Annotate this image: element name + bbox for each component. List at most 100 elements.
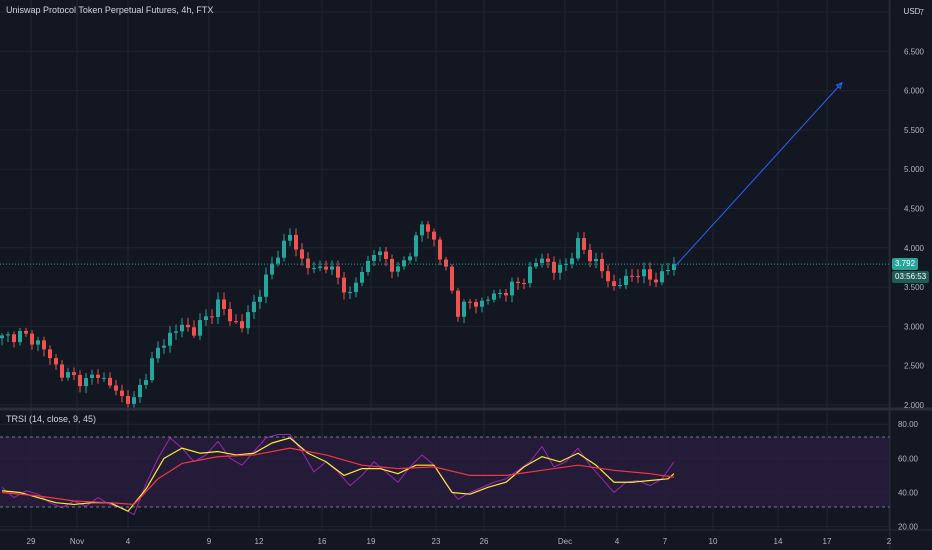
candle-body bbox=[504, 293, 508, 296]
time-tick-label: 23 bbox=[432, 537, 441, 546]
candle-body bbox=[132, 397, 136, 404]
candle-body bbox=[126, 395, 130, 404]
candle-body bbox=[144, 380, 148, 385]
candle-body bbox=[24, 330, 28, 334]
candle-body bbox=[372, 255, 376, 261]
candle-body bbox=[312, 268, 316, 270]
trend-arrow[interactable] bbox=[673, 82, 843, 268]
candle-body bbox=[102, 377, 106, 379]
time-tick-label: Nov bbox=[70, 537, 84, 546]
candle-body bbox=[96, 374, 100, 378]
candle-body bbox=[330, 266, 334, 270]
last-price-tag: 3.792 bbox=[892, 258, 919, 271]
candle-body bbox=[336, 266, 340, 278]
candle-body bbox=[0, 335, 4, 339]
candle-body bbox=[594, 258, 598, 262]
time-tick-label: Dec bbox=[558, 537, 572, 546]
candle-body bbox=[408, 256, 412, 261]
candle-body bbox=[558, 264, 562, 273]
indicator-title[interactable]: TRSI (14, close, 9, 45) bbox=[6, 414, 97, 424]
trsi-band-fill bbox=[0, 437, 890, 507]
candle-body bbox=[648, 269, 652, 280]
candle-body bbox=[378, 251, 382, 256]
candle-body bbox=[180, 324, 184, 332]
price-tick-label: 2.500 bbox=[904, 362, 925, 371]
candle-body bbox=[210, 316, 214, 318]
candle-body bbox=[618, 285, 622, 287]
candle-body bbox=[666, 270, 670, 272]
candle-body bbox=[390, 258, 394, 272]
time-tick-label: 9 bbox=[207, 537, 212, 546]
candle-body bbox=[174, 331, 178, 333]
price-tick-label: 4.500 bbox=[904, 205, 925, 214]
candle-body bbox=[318, 266, 322, 269]
candle-body bbox=[324, 266, 328, 270]
candle-body bbox=[108, 377, 112, 386]
candle-body bbox=[228, 309, 232, 322]
candle-body bbox=[258, 296, 262, 302]
time-tick-label: 29 bbox=[27, 537, 36, 546]
candle-body bbox=[168, 332, 172, 346]
candle-body bbox=[36, 340, 40, 345]
trsi-fast-line bbox=[1, 433, 675, 516]
candle-body bbox=[630, 275, 634, 277]
price-tick-label: 7 bbox=[920, 8, 925, 17]
candle-body bbox=[582, 238, 586, 250]
candle-body bbox=[414, 235, 418, 257]
time-tick-label: 26 bbox=[480, 537, 489, 546]
candle-body bbox=[192, 327, 196, 336]
candle-body bbox=[522, 283, 526, 285]
candle-body bbox=[426, 224, 430, 232]
time-tick-label: 16 bbox=[318, 537, 327, 546]
candle-body bbox=[240, 321, 244, 329]
candle-body bbox=[204, 316, 208, 321]
trsi-axis[interactable]: 20.00 40.00 60.00 80.00 bbox=[898, 420, 919, 531]
currency-label[interactable]: USD bbox=[903, 7, 921, 16]
candle-body bbox=[216, 299, 220, 318]
candle-body bbox=[306, 258, 310, 269]
candle-body bbox=[354, 282, 358, 293]
trsi-tick-label: 60.00 bbox=[898, 454, 919, 463]
candle-body bbox=[438, 239, 442, 260]
time-tick-label: 2 bbox=[887, 537, 892, 546]
countdown-tag: 03:56:53 bbox=[892, 271, 930, 284]
candle-body bbox=[348, 292, 352, 294]
price-tick-label: 5.500 bbox=[904, 126, 925, 135]
trsi-tick-label: 80.00 bbox=[898, 420, 919, 429]
candle-body bbox=[342, 277, 346, 293]
price-tick-label: 6.000 bbox=[904, 87, 925, 96]
price-axis[interactable]: 2.000 2.500 3.000 3.500 4.000 4.500 5.000 5.500… bbox=[904, 8, 925, 410]
candle-body bbox=[600, 258, 604, 272]
candle-body bbox=[276, 257, 280, 264]
price-tick-label: 6.500 bbox=[904, 47, 925, 56]
candle-body bbox=[498, 293, 502, 295]
time-axis[interactable]: 29 Nov 4 9 12 16 19 23 26 Dec 4 7 10 14 17 2 bbox=[27, 537, 892, 546]
time-tick-label: 4 bbox=[615, 537, 620, 546]
candle-body bbox=[162, 345, 166, 348]
time-tick-label: 10 bbox=[709, 537, 718, 546]
price-tick-label: 3.000 bbox=[904, 322, 925, 331]
candle-body bbox=[570, 258, 574, 264]
candles bbox=[0, 220, 676, 411]
candle-body bbox=[492, 293, 496, 300]
trsi-tick-label: 40.00 bbox=[898, 488, 919, 497]
trsi-lines bbox=[1, 433, 675, 516]
candle-body bbox=[42, 340, 46, 350]
candle-body bbox=[474, 301, 478, 307]
candle-body bbox=[234, 321, 238, 323]
chart-title: Uniswap Protocol Token Perpetual Futures… bbox=[6, 5, 214, 15]
candle-body bbox=[546, 258, 550, 262]
candle-body bbox=[264, 274, 268, 297]
candle-body bbox=[78, 374, 82, 387]
candle-body bbox=[660, 271, 664, 283]
candle-body bbox=[516, 281, 520, 284]
candle-body bbox=[6, 334, 10, 336]
price-tick-label: 5.000 bbox=[904, 165, 925, 174]
candle-body bbox=[636, 276, 640, 278]
candle-body bbox=[252, 301, 256, 313]
price-tick-label: 3.500 bbox=[904, 283, 925, 292]
candle-body bbox=[642, 269, 646, 277]
candle-body bbox=[84, 377, 88, 387]
candle-body bbox=[624, 275, 628, 286]
